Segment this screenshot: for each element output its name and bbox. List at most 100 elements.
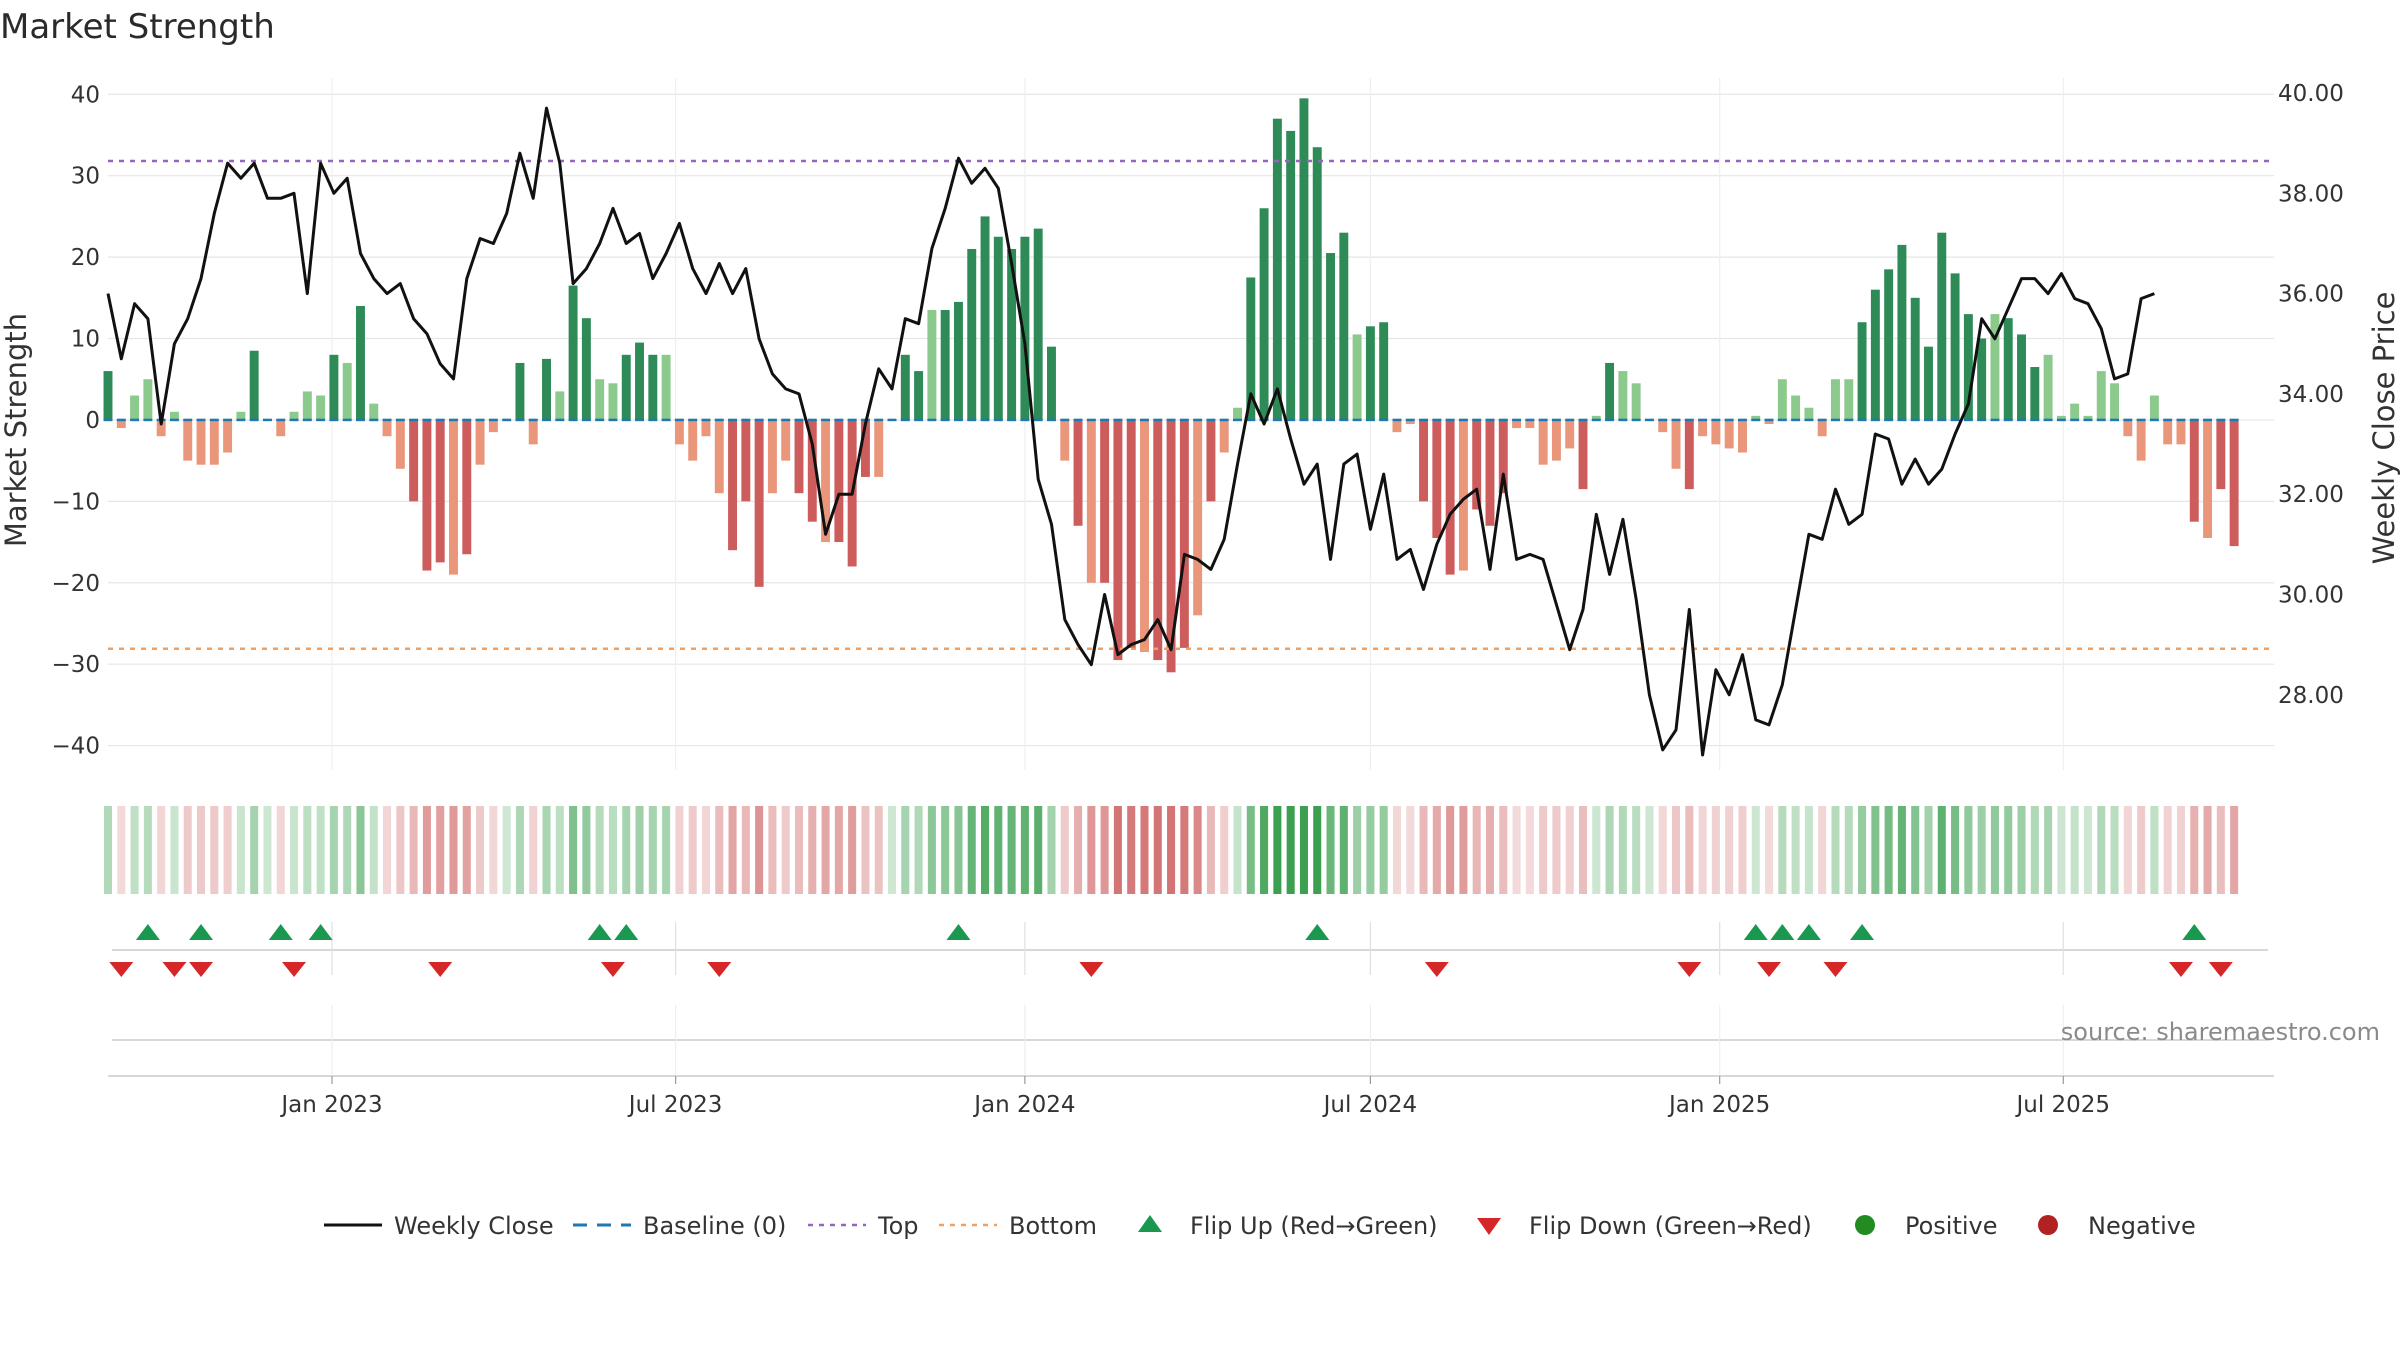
heat-cell <box>1539 806 1548 894</box>
flip-up-marker <box>1770 924 1795 940</box>
heat-cell <box>555 806 564 894</box>
legend-swatch <box>2038 1215 2058 1235</box>
heat-cell <box>2057 806 2066 894</box>
strength-bar <box>1007 248 1017 420</box>
strength-bar <box>555 391 565 420</box>
strength-bar <box>528 419 538 445</box>
flip-down-marker <box>428 962 453 977</box>
heat-cell <box>715 806 724 894</box>
strength-bar <box>1339 232 1349 420</box>
heat-cell <box>250 806 259 894</box>
strength-bar <box>821 419 831 543</box>
strength-bar <box>1724 419 1734 449</box>
flip-up-marker <box>268 924 293 940</box>
strength-bar <box>1392 419 1402 433</box>
strength-bar <box>1312 147 1322 420</box>
strength-bar <box>1179 419 1189 648</box>
heat-cell <box>794 806 804 894</box>
heat-cell <box>1127 806 1136 894</box>
legend-label: Positive <box>1905 1212 1998 1240</box>
heat-cell <box>1113 806 1122 894</box>
strength-bar <box>1777 379 1787 420</box>
legend-swatch <box>1477 1218 1501 1235</box>
heat-cell <box>1871 806 1880 894</box>
flip-down-marker <box>162 962 187 977</box>
x-tick-label: Jan 2023 <box>279 1092 382 1118</box>
heat-cell <box>1818 806 1827 894</box>
y2-tick-label: 32.00 <box>2278 482 2344 508</box>
strength-bar <box>1963 314 1973 420</box>
legend-swatch <box>1138 1215 1162 1232</box>
strength-bar <box>1737 419 1747 453</box>
flip-down-marker <box>1823 962 1848 977</box>
heat-cell <box>542 806 551 894</box>
heat-cell <box>476 806 485 894</box>
y2-tick-label: 34.00 <box>2278 382 2344 408</box>
strength-bar <box>1419 419 1429 502</box>
heat-cell <box>1233 806 1242 894</box>
heat-cell <box>396 806 405 894</box>
flip-up-marker <box>614 924 639 940</box>
heat-cell <box>1180 806 1189 894</box>
strength-bar <box>130 395 140 420</box>
strength-bar <box>143 379 153 420</box>
strength-bar <box>409 419 419 502</box>
legend-label: Flip Down (Green→Red) <box>1529 1212 1812 1240</box>
strength-bar <box>1113 419 1123 661</box>
heat-cell <box>1592 806 1601 894</box>
y2-tick-label: 28.00 <box>2278 683 2344 709</box>
flip-down-marker <box>189 962 214 977</box>
heat-cell <box>1432 806 1441 894</box>
strength-bar <box>1631 383 1641 420</box>
strength-bar <box>316 395 326 420</box>
strength-heat-strip <box>103 806 2239 894</box>
strength-bar <box>395 419 405 469</box>
y-tick-label: 10 <box>71 327 100 353</box>
heat-cell <box>117 806 126 894</box>
heat-cell <box>1339 806 1348 894</box>
strength-bar <box>1857 322 1867 420</box>
strength-bar <box>674 419 684 445</box>
strength-bar <box>515 362 525 420</box>
y2-tick-label: 36.00 <box>2278 282 2344 308</box>
strength-bar <box>914 371 924 420</box>
strength-bar <box>1299 98 1309 420</box>
strength-bar <box>661 354 671 420</box>
strength-bar <box>701 419 711 437</box>
heat-cell <box>768 806 777 894</box>
heat-cell <box>462 806 471 894</box>
flip-down-marker <box>707 962 732 977</box>
heat-cell <box>2097 806 2106 894</box>
y-tick-label: −40 <box>51 734 100 760</box>
heat-cell <box>569 806 578 894</box>
strength-bar <box>1565 419 1575 449</box>
heat-cell <box>2083 806 2092 894</box>
heat-cell <box>449 806 458 894</box>
heat-cell <box>1007 806 1016 894</box>
strength-bar <box>449 419 458 575</box>
heat-cell <box>595 806 604 894</box>
heat-cell <box>1260 806 1269 894</box>
strength-bar <box>741 419 751 502</box>
strength-bar <box>1379 322 1389 420</box>
strength-bars <box>103 98 2239 673</box>
heat-cell <box>1632 806 1641 894</box>
heat-cell <box>1990 806 1999 894</box>
heat-cell <box>662 806 671 894</box>
heat-cell <box>529 806 538 894</box>
strength-bar <box>1405 419 1415 424</box>
heat-cell <box>2163 806 2172 894</box>
strength-bar <box>794 419 804 494</box>
heat-cell <box>1844 806 1853 894</box>
heat-cell <box>1193 806 1202 894</box>
heat-cell <box>2030 806 2039 894</box>
strength-bar <box>2083 415 2093 420</box>
flip-down-marker <box>1424 962 1449 977</box>
weekly-close-series <box>106 106 2155 757</box>
heat-cell <box>808 806 817 894</box>
heat-cell <box>436 806 445 894</box>
strength-bar <box>1485 419 1495 526</box>
y2-tick-label: 38.00 <box>2278 181 2344 207</box>
x-tick-label: Jan 2025 <box>1667 1092 1770 1118</box>
strength-bar <box>156 419 166 437</box>
